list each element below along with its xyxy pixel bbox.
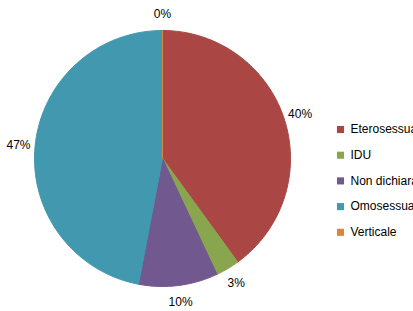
svg-text:Non dichiarati: Non dichiarati: [351, 174, 413, 188]
svg-text:0%: 0%: [154, 7, 172, 21]
svg-text:IDU: IDU: [351, 148, 372, 162]
svg-text:Eterosessuale: Eterosessuale: [351, 122, 413, 136]
svg-text:10%: 10%: [169, 295, 193, 309]
svg-text:47%: 47%: [6, 138, 30, 152]
svg-text:40%: 40%: [288, 107, 312, 121]
svg-text:3%: 3%: [227, 276, 245, 290]
svg-text:Verticale: Verticale: [351, 225, 397, 239]
svg-text:Omosessuale: Omosessuale: [351, 199, 413, 213]
